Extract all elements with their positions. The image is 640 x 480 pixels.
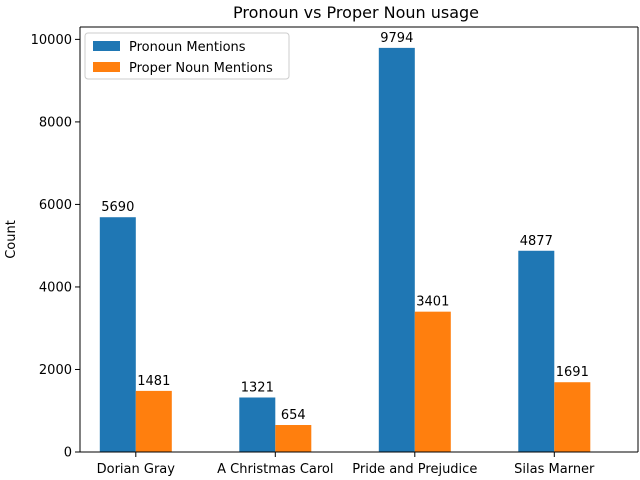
bar-value-label: 9794 (380, 31, 413, 46)
bar-0-3 (518, 250, 555, 452)
bar-value-label: 1691 (556, 365, 589, 380)
y-tick-label: 8000 (39, 115, 72, 130)
legend: Pronoun Mentions Proper Noun Mentions (84, 32, 290, 80)
bar-1-2 (414, 311, 451, 452)
legend-swatch-0 (93, 41, 120, 51)
bar-value-label: 5690 (101, 200, 134, 215)
bar-0-2 (378, 47, 415, 453)
x-tick-label: A Christmas Carol (217, 462, 333, 477)
y-tick-label: 4000 (39, 280, 72, 295)
x-tick-label: Silas Marner (514, 462, 595, 477)
legend-label: Pronoun Mentions (129, 40, 246, 55)
x-tick-label: Dorian Gray (97, 462, 176, 477)
bar-value-label: 1481 (137, 374, 170, 389)
bar-0-1 (239, 397, 276, 452)
bar-0-0 (99, 217, 136, 452)
y-tick-label: 10000 (31, 33, 72, 48)
bar-value-label: 654 (281, 408, 306, 423)
legend-box (84, 32, 290, 80)
y-tick-label: 0 (64, 446, 72, 461)
legend-label: Proper Noun Mentions (129, 61, 273, 76)
plot-area: 5690 1321 9794 4877 1481 654 3401 1691 0 2000 4000… (31, 26, 639, 477)
x-tick-label: Pride and Prejudice (352, 462, 477, 477)
y-tick-label: 2000 (39, 363, 72, 378)
bar-value-label: 3401 (416, 295, 449, 310)
bar-1-0 (135, 390, 172, 452)
bar-value-label: 1321 (241, 380, 274, 395)
chart-title: Pronoun vs Proper Noun usage (233, 3, 479, 22)
bar-1-3 (554, 382, 591, 452)
legend-swatch-1 (93, 62, 120, 72)
y-axis-label: Count (4, 220, 19, 259)
bar-1-1 (275, 425, 312, 452)
y-tick-label: 6000 (39, 198, 72, 213)
bar-value-label: 4877 (520, 234, 553, 249)
